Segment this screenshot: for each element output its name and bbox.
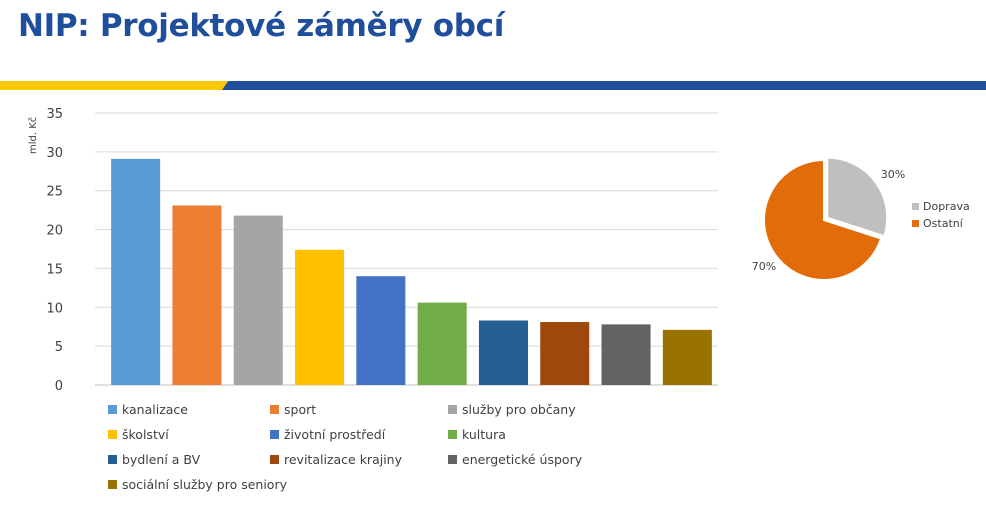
legend-swatch [912,203,919,210]
legend-swatch [912,220,919,227]
page-title: NIP: Projektové záměry obcí [18,8,505,44]
legend-label: energetické úspory [462,452,583,467]
legend-label: bydlení a BV [122,452,201,467]
y-tick-label-10: 10 [46,301,63,316]
legend-label: Doprava [923,200,970,213]
bar-kanalizace [111,158,161,385]
legend-swatch [448,455,457,464]
legend-item-energeticke-uspory: energetické úspory [448,452,582,467]
legend-label: školství [122,427,169,442]
y-tick-label-30: 30 [46,146,63,161]
bar-revitalizace-krajiny [540,322,590,385]
legend-swatch [270,405,279,414]
pie-legend-item-ostatni: Ostatní [912,217,970,230]
legend-swatch [108,430,117,439]
bar-sluzby-pro-obcany [233,215,283,385]
legend-swatch [108,480,117,489]
bar-kultura [417,302,467,385]
legend-label: Ostatní [923,217,963,230]
bar-bydleni-a-bv [478,320,528,385]
header-stripe-yellow [0,81,228,90]
legend-item-sport: sport [270,402,316,417]
bar-energeticke-uspory [601,324,651,385]
y-tick-label-5: 5 [55,340,63,355]
legend-label: kultura [462,427,506,442]
bar-chart-y-ticks: 0 5 10 15 20 25 30 35 [46,107,63,394]
legend-label: služby pro občany [462,402,576,417]
legend-swatch [270,430,279,439]
y-tick-label-35: 35 [46,107,63,122]
pie-data-label-doprava: 30% [881,168,905,181]
y-tick-label-25: 25 [46,185,63,200]
legend-item-zivotni-prostredi: životní prostředí [270,427,385,442]
pie-slice-ostatni [763,158,883,281]
legend-label: sociální služby pro seniory [122,477,287,492]
legend-swatch [270,455,279,464]
y-tick-label-20: 20 [46,224,63,239]
bar-zivotni-prostredi [356,276,406,385]
bar-socialni-sluzby-pro-seniory [662,329,712,385]
y-tick-label-15: 15 [46,262,63,277]
legend-item-bydleni-a-bv: bydlení a BV [108,452,200,467]
legend-label: životní prostředí [284,427,386,442]
pie-legend-item-doprava: Doprava [912,200,970,213]
pie-data-label-ostatni: 70% [752,260,776,273]
y-axis-label: mld. Kč [27,117,39,154]
legend-swatch [448,405,457,414]
legend-swatch [448,430,457,439]
pie-slice-doprava [826,156,889,238]
bar-chart-bars [111,158,712,385]
legend-item-revitalizace-krajiny: revitalizace krajiny [270,452,402,467]
pie-chart: 30% 70% [752,156,905,281]
legend-item-sluzby-pro-obcany: služby pro občany [448,402,576,417]
y-tick-label-0: 0 [55,379,63,394]
pie-chart-legend: Doprava Ostatní [912,200,970,234]
legend-item-socialni-sluzby-pro-seniory: sociální služby pro seniory [108,477,287,492]
bar-skolstvi [295,249,345,385]
legend-swatch [108,405,117,414]
legend-label: sport [284,402,317,417]
legend-item-kultura: kultura [448,427,506,442]
legend-label: revitalizace krajiny [284,452,402,467]
legend-item-kanalizace: kanalizace [108,402,188,417]
bar-sport [172,205,222,385]
legend-label: kanalizace [122,402,188,417]
legend-swatch [108,455,117,464]
legend-item-skolstvi: školství [108,427,169,442]
